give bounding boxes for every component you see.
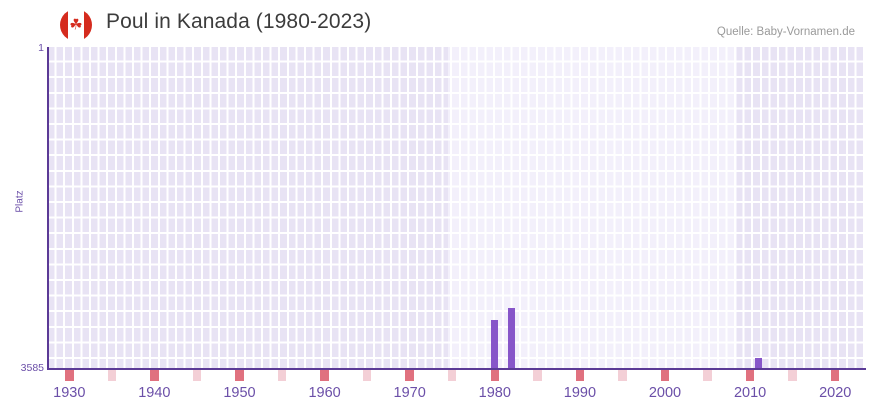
decade-mark-major xyxy=(660,370,670,381)
decade-mark-minor xyxy=(192,370,202,381)
decade-mark-minor xyxy=(362,370,372,381)
chart-bar[interactable] xyxy=(508,307,516,369)
decade-mark-major xyxy=(745,370,755,381)
flag-band-left xyxy=(60,9,68,41)
y-tick-label-bottom: 3585 xyxy=(20,362,44,374)
x-tick-label: 2020 xyxy=(819,385,852,401)
chart-bar[interactable] xyxy=(491,320,499,369)
x-tick-label: 1930 xyxy=(53,385,86,401)
plot-shade-band xyxy=(737,47,865,369)
y-tick-label-top: 1 xyxy=(38,42,44,54)
decade-mark-major xyxy=(235,370,244,381)
plot-shade-band xyxy=(48,47,448,369)
decade-mark-minor xyxy=(703,370,712,381)
x-axis-line xyxy=(47,368,866,370)
source-attribution: Quelle: Baby-Vornamen.de xyxy=(716,26,855,38)
decade-mark-minor xyxy=(618,370,627,381)
decade-mark-major xyxy=(320,370,329,381)
decade-mark-major xyxy=(150,370,159,381)
maple-leaf-glyph: ☘ xyxy=(69,16,83,34)
x-tick-label: 2010 xyxy=(733,385,767,401)
decade-mark-minor xyxy=(788,370,797,381)
chart-plot-area xyxy=(48,47,865,369)
x-tick-label: 1990 xyxy=(563,385,597,401)
chart-bar[interactable] xyxy=(754,357,762,369)
decade-mark-minor xyxy=(533,370,542,381)
x-tick-label: 1970 xyxy=(393,385,426,401)
flag-band-right xyxy=(84,9,92,41)
x-tick-label: 1960 xyxy=(308,385,341,401)
decade-mark-major xyxy=(575,370,585,381)
decade-mark-major xyxy=(405,370,414,381)
y-axis-line xyxy=(47,47,49,370)
x-tick-label: 1980 xyxy=(478,385,511,401)
x-tick-label: 2000 xyxy=(648,385,682,401)
decade-mark-minor xyxy=(277,370,287,381)
decade-mark-major xyxy=(830,370,840,381)
chart-header: ☘ Poul in Kanada (1980-2023) Quelle: Bab… xyxy=(0,0,873,44)
x-axis-tick-labels: 1930 1940 1950 1960 1970 1980 1990 2000 2010 2020 xyxy=(48,385,865,407)
x-tick-label: 1940 xyxy=(138,385,171,401)
decade-mark-major xyxy=(65,370,74,381)
decade-mark-minor xyxy=(107,370,117,381)
decade-mark-minor xyxy=(447,370,457,381)
decade-mark-major xyxy=(490,370,500,381)
page-title: Poul in Kanada (1980-2023) xyxy=(106,10,372,33)
decade-marker-strip xyxy=(48,370,865,381)
y-axis-title: Platz xyxy=(14,190,26,213)
x-tick-label: 1950 xyxy=(223,385,256,401)
canada-flag-icon: ☘ xyxy=(60,9,92,41)
